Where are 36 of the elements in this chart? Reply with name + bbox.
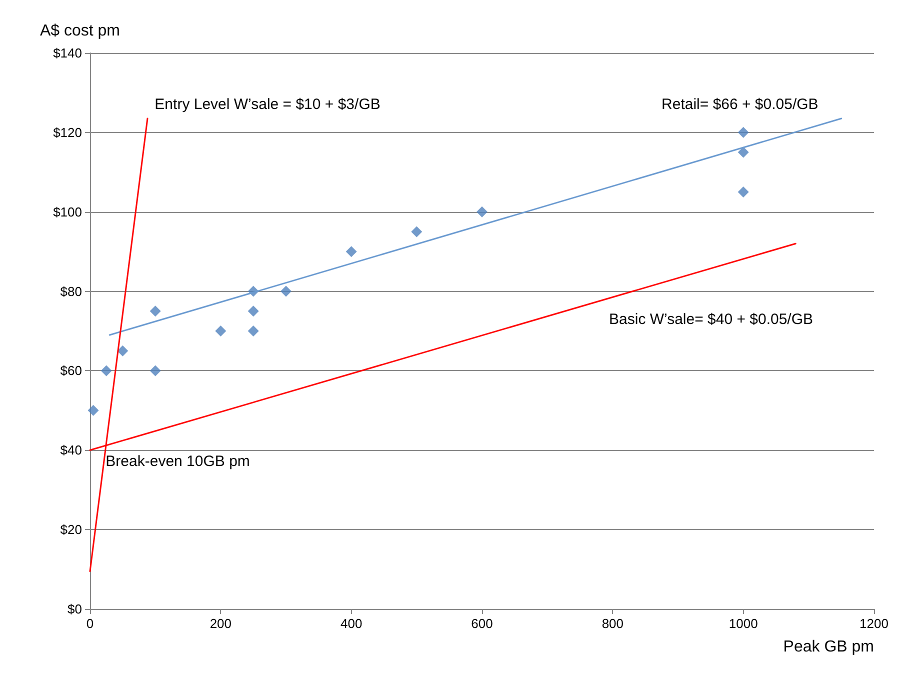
point: [248, 326, 259, 336]
point: [88, 404, 99, 416]
point: [738, 146, 749, 158]
x-axis-title: Peak GB pm: [783, 638, 874, 656]
y-tick-label: $20: [60, 522, 82, 538]
y-tick-label: $40: [60, 442, 82, 458]
y-tick-label: $100: [53, 204, 82, 220]
point: [150, 306, 161, 317]
point: [215, 326, 226, 336]
y-tick-label: $140: [53, 46, 82, 60]
x-tick-label: 600: [471, 616, 493, 631]
point: [100, 365, 112, 376]
y-tick-label: $0: [68, 602, 82, 616]
annotation: Break-even 10GB pm: [106, 453, 250, 470]
point: [346, 246, 357, 258]
point: [738, 186, 749, 198]
annotation: Basic W’sale= $40 + $0.05/GB: [609, 310, 814, 328]
x-tick-label: 0: [86, 616, 94, 631]
y-axis-title: A$ cost pm: [40, 22, 120, 40]
point: [248, 306, 259, 317]
point: [150, 365, 161, 376]
x-tick-label: 400: [340, 616, 362, 631]
x-tick-label: 1000: [728, 616, 758, 631]
x-tick-label: 200: [210, 616, 232, 631]
point: [738, 126, 749, 138]
y-tick-label: $80: [60, 284, 82, 299]
point: [411, 226, 422, 238]
annotation: Entry Level W’sale = $10 + $3/GB: [154, 96, 380, 114]
y-tick-label: $120: [53, 124, 82, 140]
annotation: Retail= $66 + $0.05/GB: [662, 96, 818, 114]
y-tick-label: $60: [60, 363, 82, 378]
x-tick-label: 800: [602, 616, 624, 631]
x-tick-label: 1200: [860, 616, 888, 631]
point: [280, 286, 292, 297]
point: [117, 345, 128, 356]
point: [476, 206, 488, 218]
